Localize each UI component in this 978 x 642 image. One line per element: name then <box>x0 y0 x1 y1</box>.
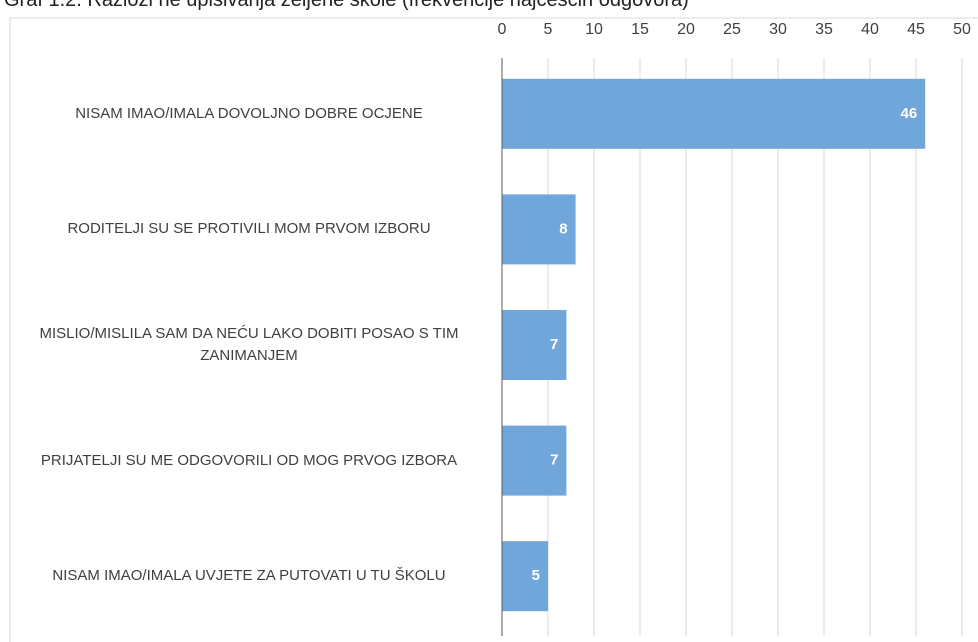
chart-title: Graf 1.2. Razlozi ne upisivanja željene … <box>4 0 689 11</box>
bar <box>502 541 548 612</box>
x-tick-label: 25 <box>723 21 741 38</box>
category-label: MISLIO/MISLILA SAM DA NEĆU LAKO DOBITI P… <box>39 325 459 364</box>
x-tick-label: 35 <box>815 21 833 38</box>
chart-frame <box>9 17 978 642</box>
value-label: 5 <box>532 567 540 584</box>
category-label: PRIJATELJI SU ME ODGOVORILI OD MOG PRVOG… <box>40 451 458 469</box>
x-tick-label: 50 <box>953 21 971 38</box>
x-tick-label: 0 <box>498 21 507 38</box>
x-tick-label: 20 <box>677 21 695 38</box>
bar <box>502 194 576 265</box>
x-tick-label: 15 <box>631 21 649 38</box>
bar <box>502 425 567 496</box>
bar <box>502 310 567 380</box>
value-label: 8 <box>559 220 567 237</box>
x-tick-label: 30 <box>769 21 787 38</box>
x-tick-label: 5 <box>544 21 553 38</box>
x-tick-label: 10 <box>585 21 603 38</box>
x-tick-label: 40 <box>861 21 879 38</box>
category-label: NISAM IMAO/IMALA UVJETE ZA PUTOVATI U TU… <box>52 567 446 585</box>
value-label: 7 <box>550 452 558 469</box>
value-label: 7 <box>550 336 558 353</box>
value-label: 46 <box>901 105 918 122</box>
bar <box>502 78 926 149</box>
category-label: RODITELJI SU SE PROTIVILI MOM PRVOM IZBO… <box>67 220 431 238</box>
category-label: NISAM IMAO/IMALA DOVOLJNO DOBRE OCJENE <box>75 104 423 122</box>
x-tick-label: 45 <box>907 21 925 38</box>
